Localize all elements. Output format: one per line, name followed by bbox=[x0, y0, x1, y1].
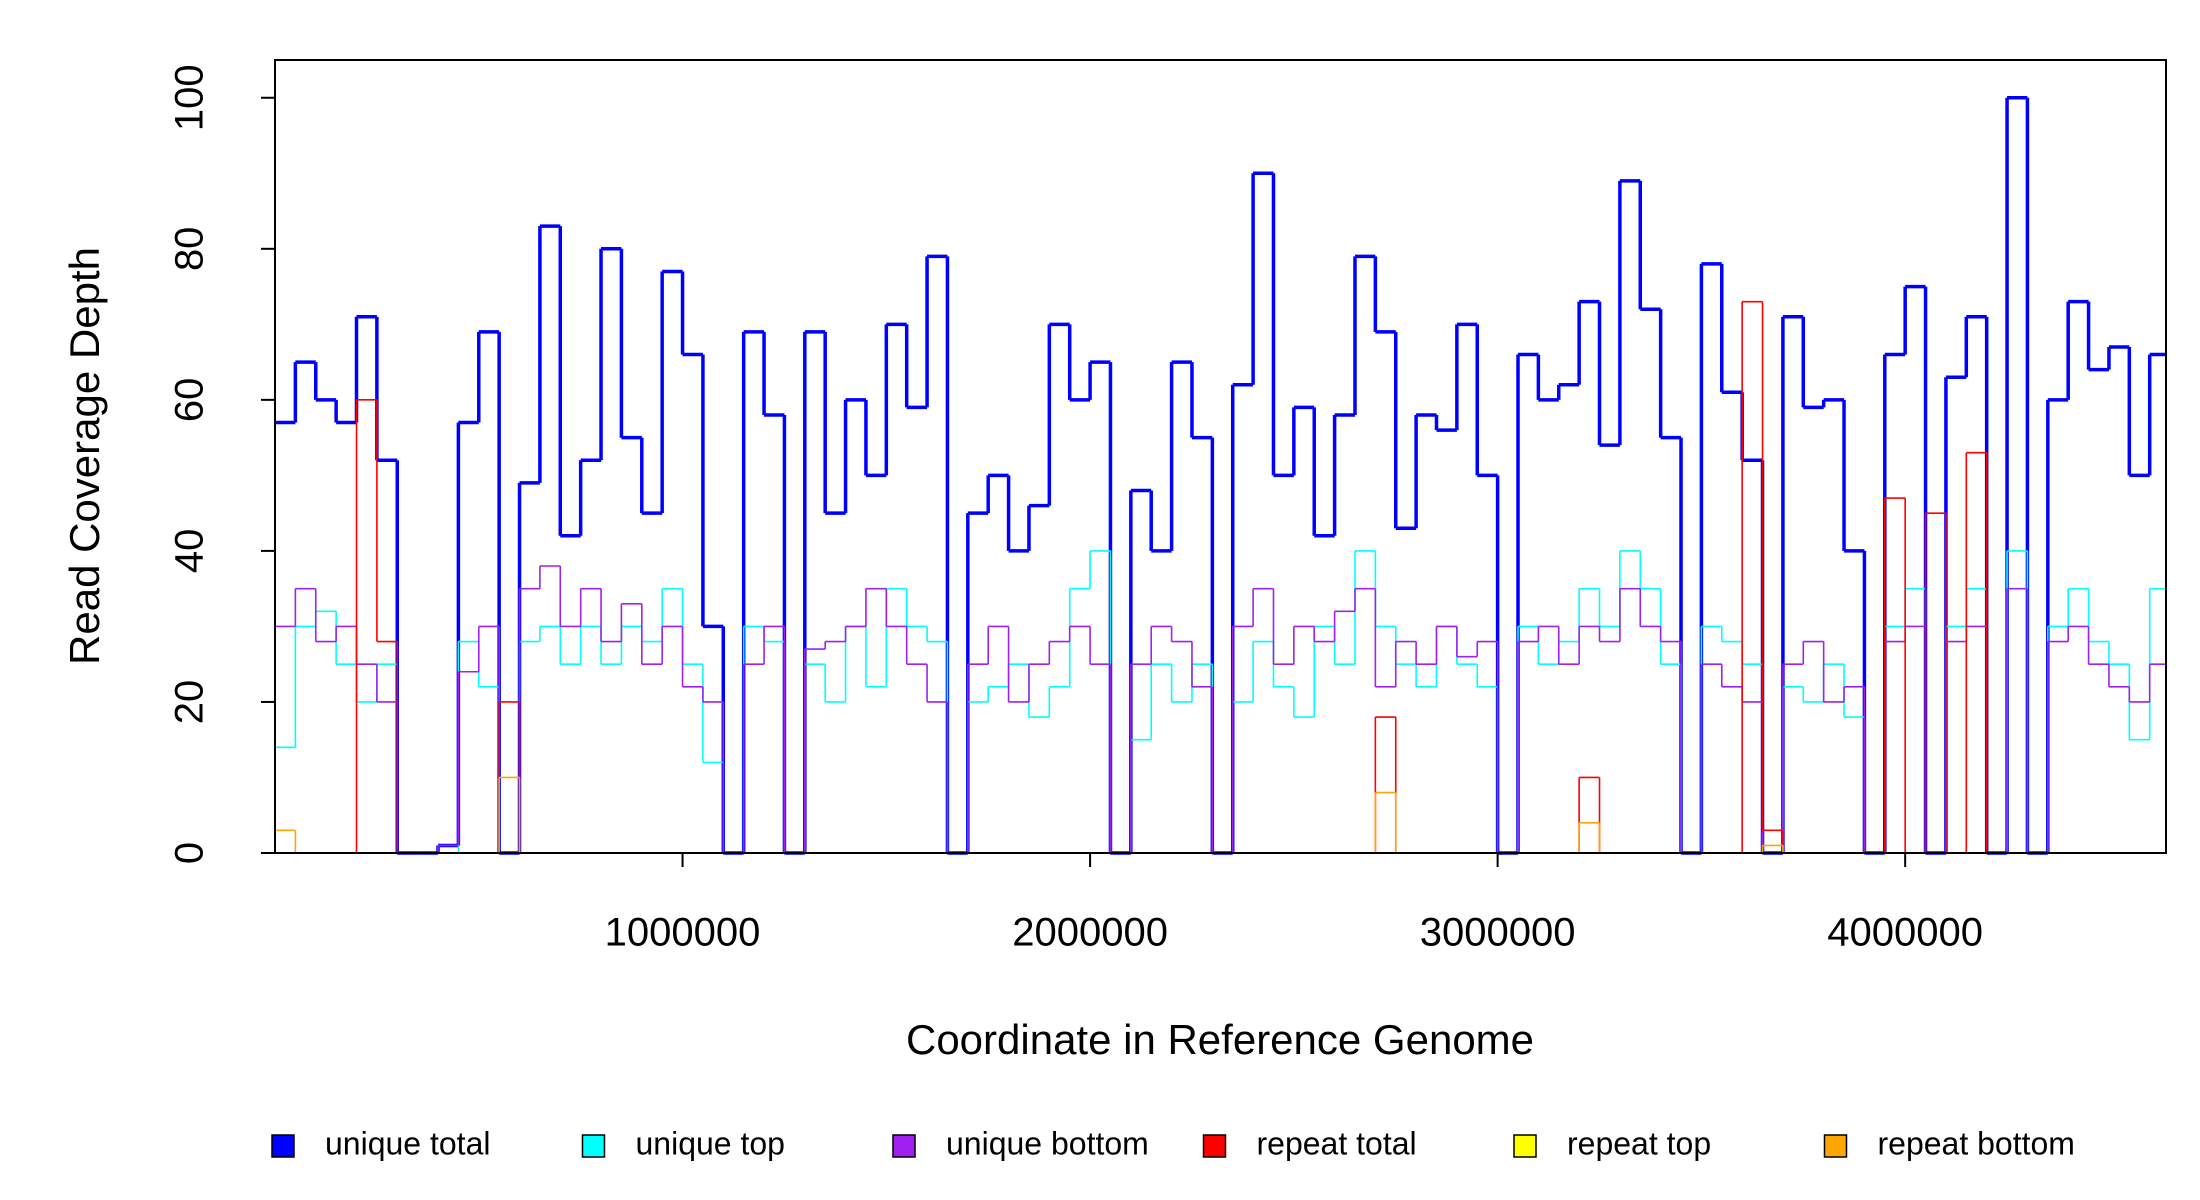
y-tick-label: 40 bbox=[168, 529, 212, 574]
x-tick-label: 1000000 bbox=[605, 911, 761, 955]
legend-label: unique top bbox=[636, 1125, 785, 1161]
legend-swatch bbox=[271, 1134, 295, 1158]
y-tick-label: 20 bbox=[168, 680, 212, 725]
legend-swatch bbox=[1202, 1134, 1227, 1158]
plot-frame bbox=[274, 59, 2167, 854]
legend-swatch bbox=[581, 1134, 606, 1158]
plot-area bbox=[275, 96, 2166, 855]
legend-label: repeat bottom bbox=[1878, 1125, 2075, 1161]
x-tick-label: 4000000 bbox=[1827, 911, 1983, 955]
legend-swatch bbox=[1513, 1134, 1537, 1158]
legend-label: repeat top bbox=[1567, 1125, 1711, 1161]
y-tick-label: 100 bbox=[168, 64, 212, 131]
y-tick-label: 0 bbox=[168, 842, 212, 864]
legend-label: unique bottom bbox=[946, 1125, 1149, 1161]
x-axis-title: Coordinate in Reference Genome bbox=[906, 1016, 1534, 1063]
y-tick-label: 60 bbox=[168, 378, 212, 423]
y-axis-title: Read Coverage Depth bbox=[61, 247, 108, 665]
x-tick-label: 3000000 bbox=[1420, 911, 1576, 955]
legend-label: repeat total bbox=[1257, 1125, 1417, 1161]
legend-label: unique total bbox=[325, 1125, 490, 1161]
legend-swatch bbox=[892, 1134, 916, 1158]
y-tick-label: 80 bbox=[168, 227, 212, 271]
legend-swatch bbox=[1823, 1134, 1848, 1158]
x-tick-label: 2000000 bbox=[1012, 911, 1168, 955]
